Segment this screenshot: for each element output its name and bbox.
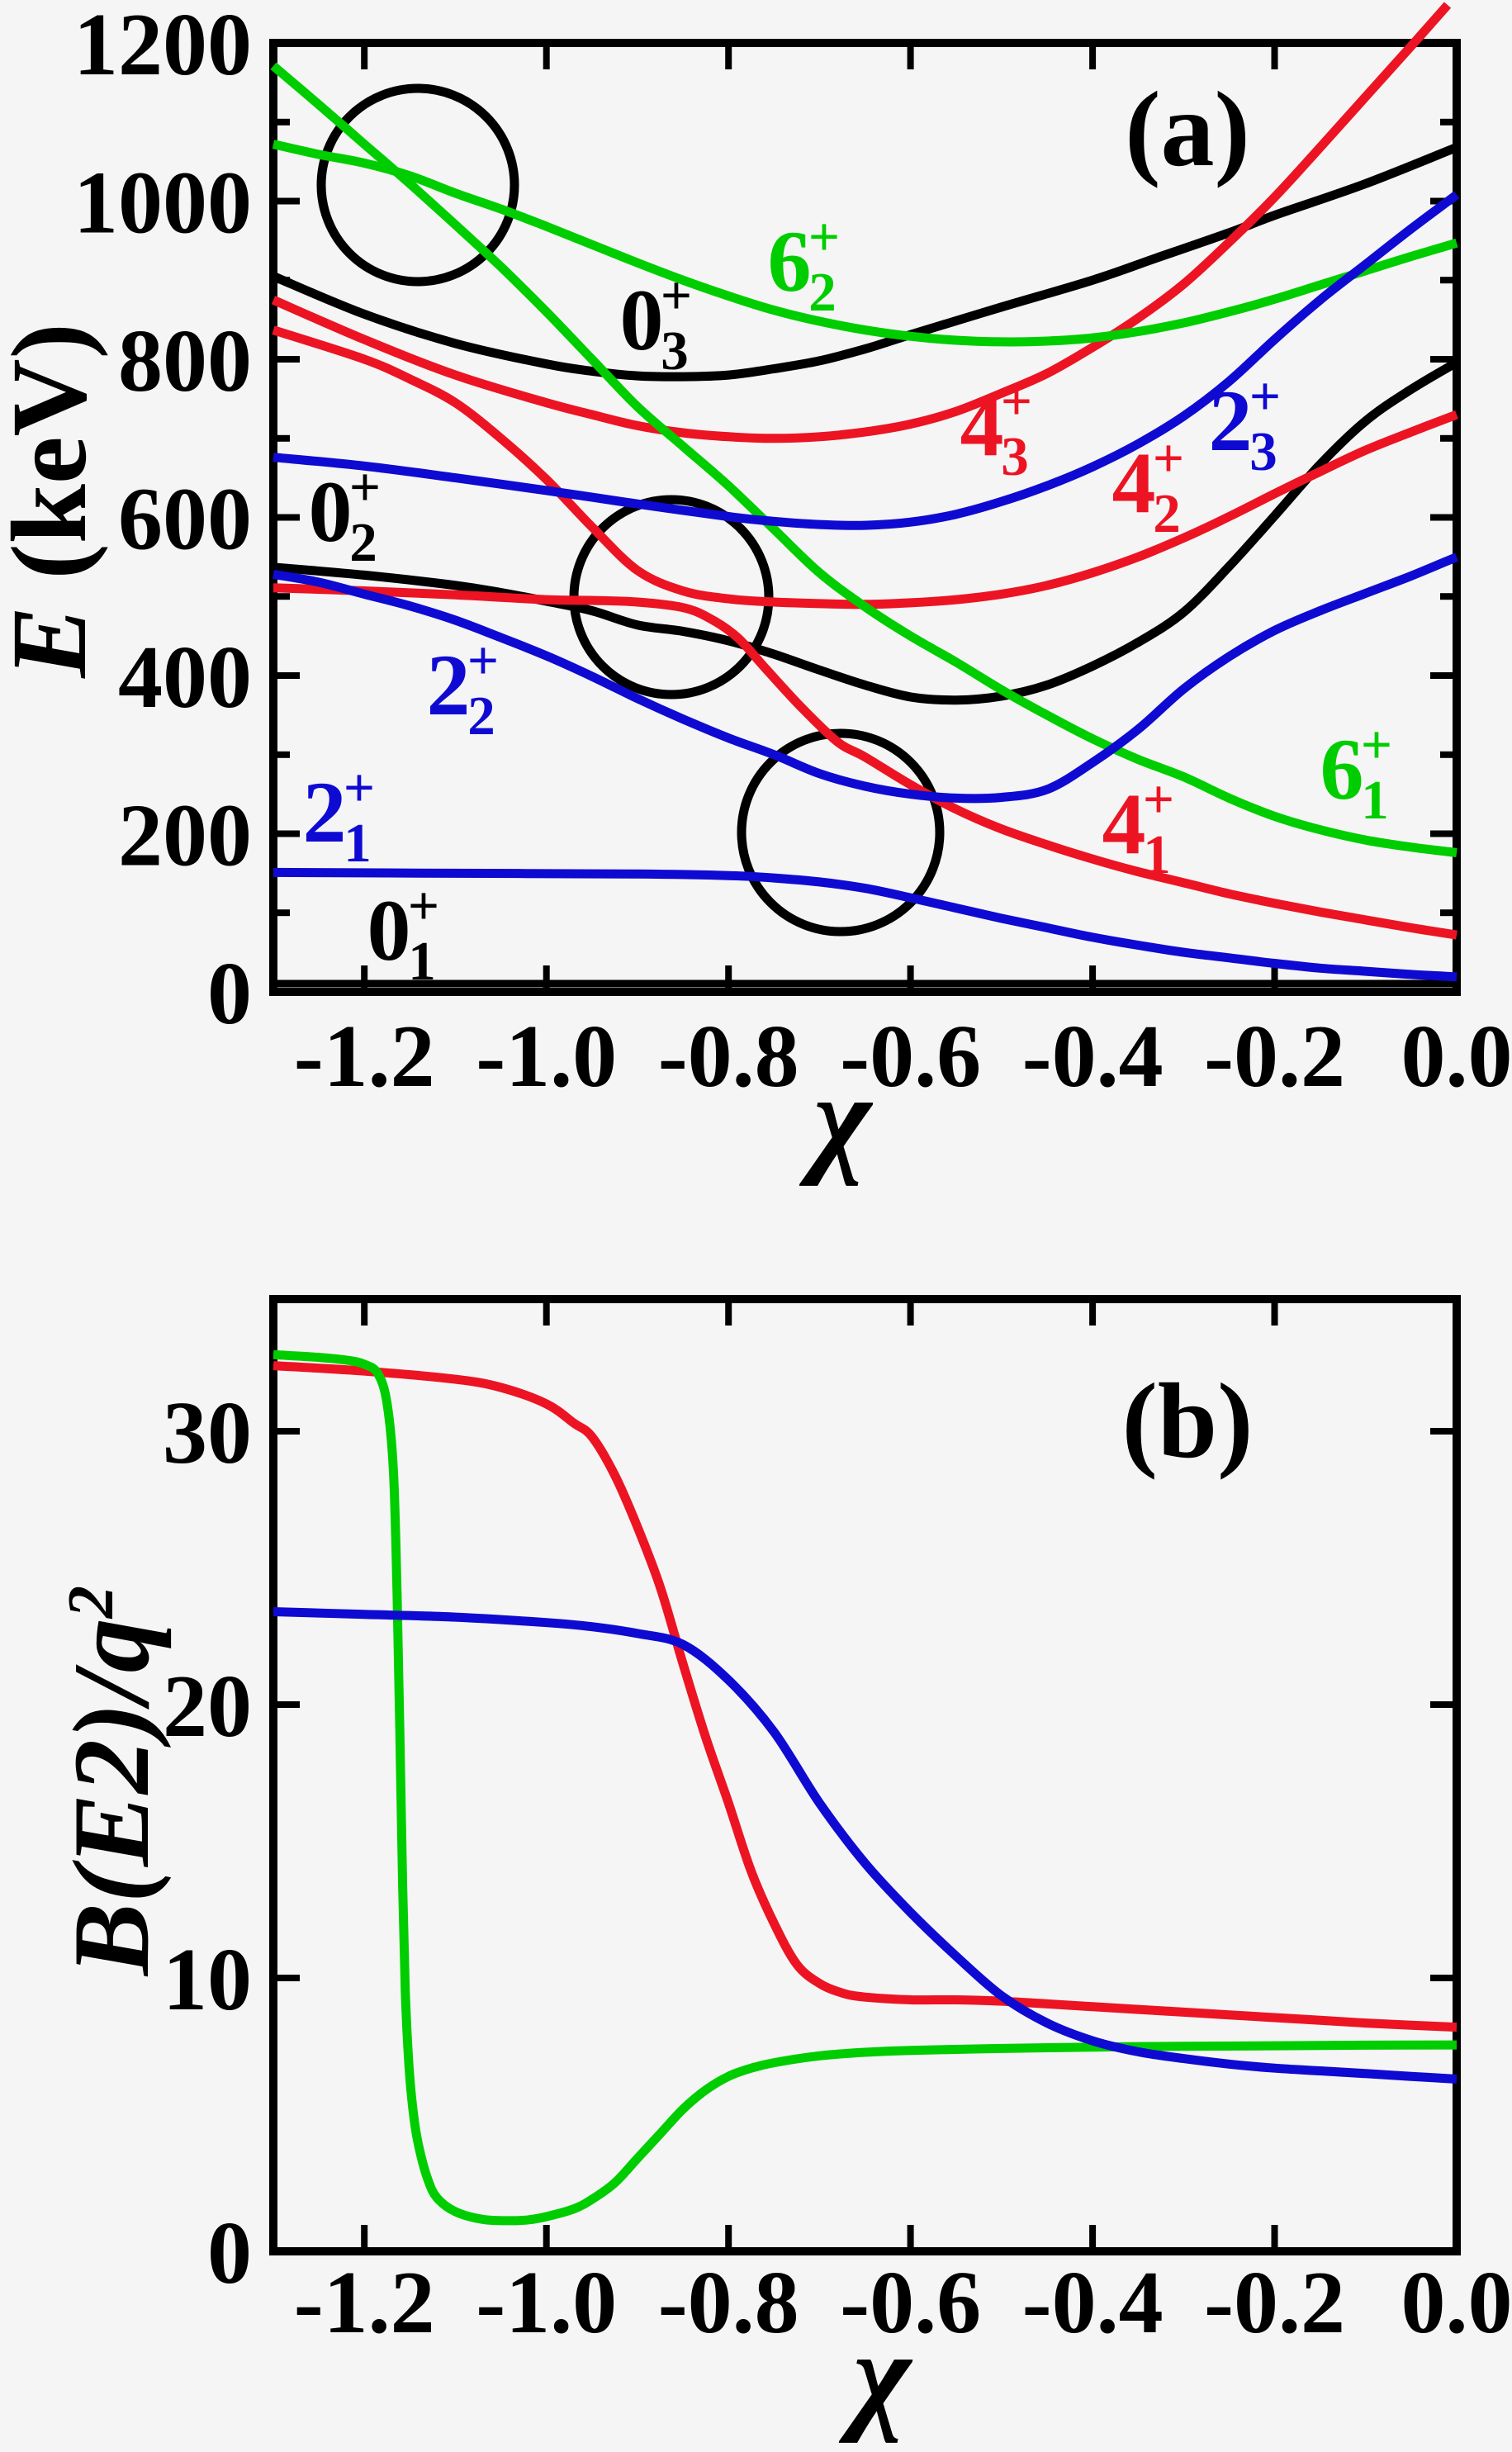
svg-text:2: 2 bbox=[303, 764, 347, 861]
svg-text:0.0: 0.0 bbox=[1401, 2254, 1512, 2352]
svg-text:2: 2 bbox=[349, 512, 377, 573]
svg-text:400: 400 bbox=[118, 628, 252, 727]
svg-text:4: 4 bbox=[960, 377, 1004, 474]
svg-text:0: 0 bbox=[309, 463, 353, 560]
svg-text:4: 4 bbox=[1112, 434, 1156, 531]
svg-text:-0.2: -0.2 bbox=[1204, 2254, 1345, 2352]
svg-text:+: + bbox=[661, 265, 692, 326]
svg-text:6: 6 bbox=[768, 213, 812, 310]
svg-text:800: 800 bbox=[118, 312, 252, 410]
svg-text:-1.2: -1.2 bbox=[294, 1008, 435, 1106]
svg-text:2: 2 bbox=[467, 685, 495, 747]
svg-text:-0.2: -0.2 bbox=[1204, 1008, 1345, 1106]
svg-text:E (keV): E (keV) bbox=[0, 323, 109, 679]
svg-text:1: 1 bbox=[408, 931, 436, 992]
svg-text:(b): (b) bbox=[1122, 1362, 1254, 1481]
svg-text:1: 1 bbox=[1361, 770, 1389, 831]
svg-text:600: 600 bbox=[118, 471, 252, 569]
svg-text:4: 4 bbox=[1102, 775, 1146, 872]
svg-text:+: + bbox=[408, 875, 439, 937]
svg-text:-0.8: -0.8 bbox=[658, 2254, 799, 2352]
svg-text:1200: 1200 bbox=[73, 0, 252, 94]
svg-text:+: + bbox=[808, 206, 840, 268]
svg-text:1: 1 bbox=[1143, 824, 1171, 885]
svg-text:0.0: 0.0 bbox=[1401, 1008, 1512, 1106]
svg-text:2: 2 bbox=[1209, 372, 1253, 469]
svg-text:6: 6 bbox=[1320, 721, 1364, 818]
svg-text:2: 2 bbox=[427, 637, 471, 733]
svg-text:200: 200 bbox=[118, 787, 252, 885]
svg-text:(a): (a) bbox=[1125, 70, 1250, 189]
svg-text:+: + bbox=[1361, 714, 1392, 775]
svg-text:1000: 1000 bbox=[73, 154, 252, 253]
svg-text:2: 2 bbox=[808, 262, 837, 323]
svg-text:+: + bbox=[1001, 371, 1032, 432]
svg-text:3: 3 bbox=[1249, 421, 1277, 482]
svg-text:3: 3 bbox=[661, 320, 689, 382]
svg-text:1: 1 bbox=[344, 813, 372, 874]
svg-text:B(E2)/q2: B(E2)/q2 bbox=[50, 1586, 172, 1977]
svg-text:3: 3 bbox=[1001, 426, 1029, 487]
svg-text:-0.4: -0.4 bbox=[1022, 2254, 1164, 2352]
svg-text:20: 20 bbox=[163, 1658, 252, 1756]
svg-text:0: 0 bbox=[620, 272, 664, 368]
svg-text:+: + bbox=[1249, 366, 1281, 427]
svg-text:10: 10 bbox=[163, 1931, 252, 2029]
svg-text:-1.0: -1.0 bbox=[476, 1008, 617, 1106]
svg-text:+: + bbox=[349, 457, 381, 518]
svg-text:+: + bbox=[467, 630, 499, 691]
svg-text:-1.0: -1.0 bbox=[476, 2254, 617, 2352]
svg-text:-0.8: -0.8 bbox=[658, 1008, 799, 1106]
svg-text:2: 2 bbox=[1153, 483, 1181, 544]
svg-text:+: + bbox=[1143, 769, 1174, 830]
svg-text:-0.4: -0.4 bbox=[1022, 1008, 1164, 1106]
svg-text:+: + bbox=[1153, 428, 1184, 489]
svg-text:0: 0 bbox=[207, 2204, 252, 2303]
svg-text:30: 30 bbox=[163, 1384, 252, 1482]
svg-text:+: + bbox=[344, 757, 375, 818]
svg-text:-1.2: -1.2 bbox=[294, 2254, 435, 2352]
svg-text:0: 0 bbox=[207, 945, 252, 1043]
svg-text:0: 0 bbox=[367, 882, 411, 979]
